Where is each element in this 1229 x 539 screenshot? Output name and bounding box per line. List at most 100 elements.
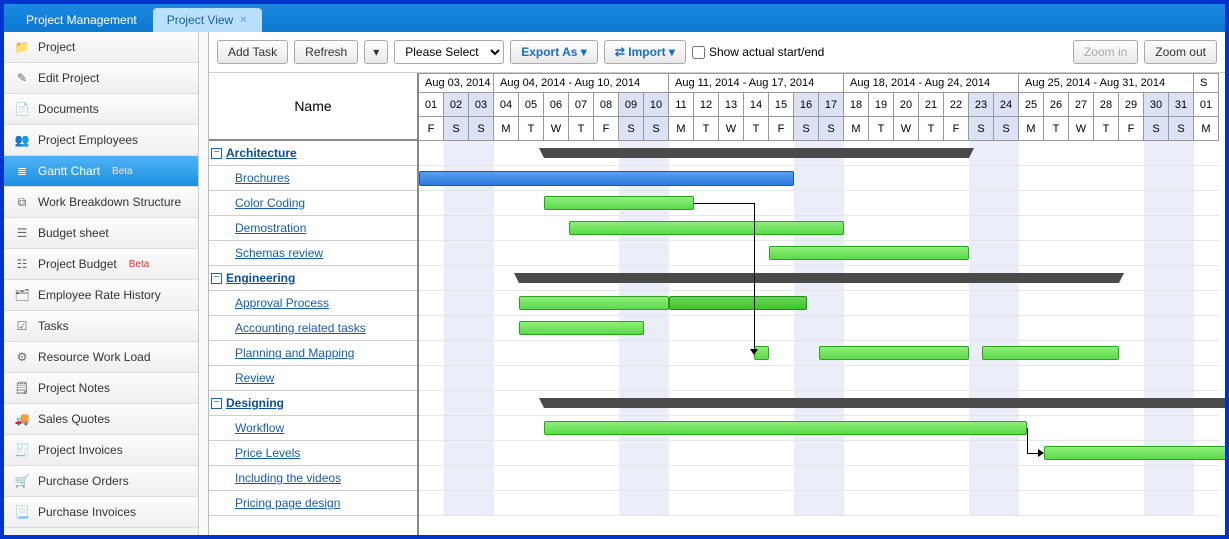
collapse-icon[interactable]: − xyxy=(211,398,222,409)
task-link[interactable]: Review xyxy=(235,371,274,385)
task-link[interactable]: Brochures xyxy=(235,171,290,185)
sidebar-item-edit-project[interactable]: ✎Edit Project xyxy=(4,63,198,94)
day-header: 10 xyxy=(644,93,669,117)
show-actual-input[interactable] xyxy=(692,46,705,59)
task-row[interactable]: −Designing xyxy=(209,391,417,416)
sidebar-item-documents[interactable]: 📄Documents xyxy=(4,94,198,125)
gantt-bar[interactable] xyxy=(769,246,969,260)
task-row[interactable]: Color Coding xyxy=(209,191,417,216)
task-link[interactable]: Schemas review xyxy=(235,246,323,260)
gantt-bar[interactable] xyxy=(982,346,1120,360)
gantt-bar[interactable] xyxy=(819,346,969,360)
task-row[interactable]: Including the videos xyxy=(209,466,417,491)
task-link[interactable]: Including the videos xyxy=(235,471,341,485)
refresh-button[interactable]: Refresh xyxy=(294,40,358,64)
task-row[interactable]: Pricing page design xyxy=(209,491,417,516)
task-link[interactable]: Approval Process xyxy=(235,296,329,310)
day-header: 08 xyxy=(594,93,619,117)
task-link[interactable]: Demostration xyxy=(235,221,306,235)
day-header: 24 xyxy=(994,93,1019,117)
collapse-icon[interactable]: − xyxy=(211,273,222,284)
sidebar-item-project-notes[interactable]: 🗒Project Notes xyxy=(4,373,198,404)
dow-header: T xyxy=(919,117,944,141)
zoom-in-button[interactable]: Zoom in xyxy=(1073,40,1138,64)
chart-row xyxy=(419,466,1219,491)
sidebar-item-gantt-chart[interactable]: ≣Gantt ChartBeta xyxy=(4,156,198,187)
gantt-bar[interactable] xyxy=(419,171,794,186)
summary-bar[interactable] xyxy=(519,273,1119,283)
task-link[interactable]: Engineering xyxy=(226,271,295,285)
task-link[interactable]: Designing xyxy=(226,396,284,410)
task-row[interactable]: Workflow xyxy=(209,416,417,441)
name-header: Name xyxy=(209,73,417,141)
sidebar-item-project-invoices[interactable]: 🧾Project Invoices xyxy=(4,435,198,466)
task-link[interactable]: Architecture xyxy=(226,146,297,160)
gantt-bar[interactable] xyxy=(544,421,1027,435)
sidebar-item-project-employees[interactable]: 👥Project Employees xyxy=(4,125,198,156)
task-link[interactable]: Planning and Mapping xyxy=(235,346,354,360)
export-as-button[interactable]: Export As ▾ xyxy=(510,40,598,64)
summary-bar[interactable] xyxy=(544,398,1225,408)
po-icon: 🛒 xyxy=(14,473,30,489)
task-row[interactable]: −Architecture xyxy=(209,141,417,166)
splitter[interactable] xyxy=(199,32,209,535)
sidebar-item-budget-sheet[interactable]: ☰Budget sheet xyxy=(4,218,198,249)
sidebar-item-purchase-orders[interactable]: 🛒Purchase Orders xyxy=(4,466,198,497)
history-icon: 🗂 xyxy=(14,287,30,303)
gantt-chart[interactable]: Aug 03, 2014Aug 04, 2014 - Aug 10, 2014A… xyxy=(419,73,1225,535)
task-row[interactable]: −Engineering xyxy=(209,266,417,291)
task-row[interactable]: Planning and Mapping xyxy=(209,341,417,366)
sidebar-item-project[interactable]: 📁Project xyxy=(4,32,198,63)
sidebar-item-resource-work-load[interactable]: ⚙Resource Work Load xyxy=(4,342,198,373)
task-link[interactable]: Color Coding xyxy=(235,196,305,210)
task-link[interactable]: Accounting related tasks xyxy=(235,321,366,335)
task-link[interactable]: Pricing page design xyxy=(235,496,340,510)
gantt-bar[interactable] xyxy=(519,296,669,310)
day-header: 19 xyxy=(869,93,894,117)
sidebar-item-sales-quotes[interactable]: 🚚Sales Quotes xyxy=(4,404,198,435)
gantt-bar[interactable] xyxy=(754,346,769,360)
task-row[interactable]: Price Levels xyxy=(209,441,417,466)
dow-header: F xyxy=(594,117,619,141)
task-row[interactable]: Demostration xyxy=(209,216,417,241)
sidebar-item-work-breakdown-structure[interactable]: ⧉Work Breakdown Structure xyxy=(4,187,198,218)
import-button[interactable]: ⇄ Import ▾ xyxy=(604,40,686,64)
dow-header: T xyxy=(519,117,544,141)
quote-icon: 🚚 xyxy=(14,411,30,427)
add-task-button[interactable]: Add Task xyxy=(217,40,288,64)
tab-project-view[interactable]: Project View✕ xyxy=(153,8,262,32)
task-link[interactable]: Price Levels xyxy=(235,446,300,460)
task-row[interactable]: Review xyxy=(209,366,417,391)
gantt-bar[interactable] xyxy=(669,296,807,310)
show-actual-checkbox[interactable]: Show actual start/end xyxy=(692,45,824,59)
project-select[interactable]: Please Select xyxy=(394,40,504,64)
task-name-column: Name −ArchitectureBrochuresColor CodingD… xyxy=(209,73,419,535)
gantt-bar[interactable] xyxy=(569,221,844,235)
summary-bar[interactable] xyxy=(544,148,969,158)
zoom-out-button[interactable]: Zoom out xyxy=(1144,40,1217,64)
gantt-bar[interactable] xyxy=(519,321,644,335)
sidebar-item-employee-rate-history[interactable]: 🗂Employee Rate History xyxy=(4,280,198,311)
task-link[interactable]: Workflow xyxy=(235,421,284,435)
day-header: 27 xyxy=(1069,93,1094,117)
chart-row xyxy=(419,141,1219,166)
task-row[interactable]: Schemas review xyxy=(209,241,417,266)
task-row[interactable]: Approval Process xyxy=(209,291,417,316)
filter-button[interactable]: ▾ xyxy=(364,40,388,64)
tab-project-management[interactable]: Project Management xyxy=(12,8,151,32)
dow-header: T xyxy=(1094,117,1119,141)
collapse-icon[interactable]: − xyxy=(211,148,222,159)
sidebar-item-purchase-invoices[interactable]: 📃Purchase Invoices xyxy=(4,497,198,528)
chart-row xyxy=(419,241,1219,266)
chart-row xyxy=(419,316,1219,341)
gantt-bar[interactable] xyxy=(544,196,694,210)
week-header: Aug 11, 2014 - Aug 17, 2014 xyxy=(669,73,844,93)
close-icon[interactable]: ✕ xyxy=(239,15,247,26)
gantt-bar[interactable] xyxy=(1044,446,1225,460)
day-header: 01 xyxy=(419,93,444,117)
sidebar-item-tasks[interactable]: ☑Tasks xyxy=(4,311,198,342)
task-row[interactable]: Accounting related tasks xyxy=(209,316,417,341)
task-row[interactable]: Brochures xyxy=(209,166,417,191)
show-actual-label: Show actual start/end xyxy=(709,45,824,59)
sidebar-item-project-budget[interactable]: ☷Project BudgetBeta xyxy=(4,249,198,280)
